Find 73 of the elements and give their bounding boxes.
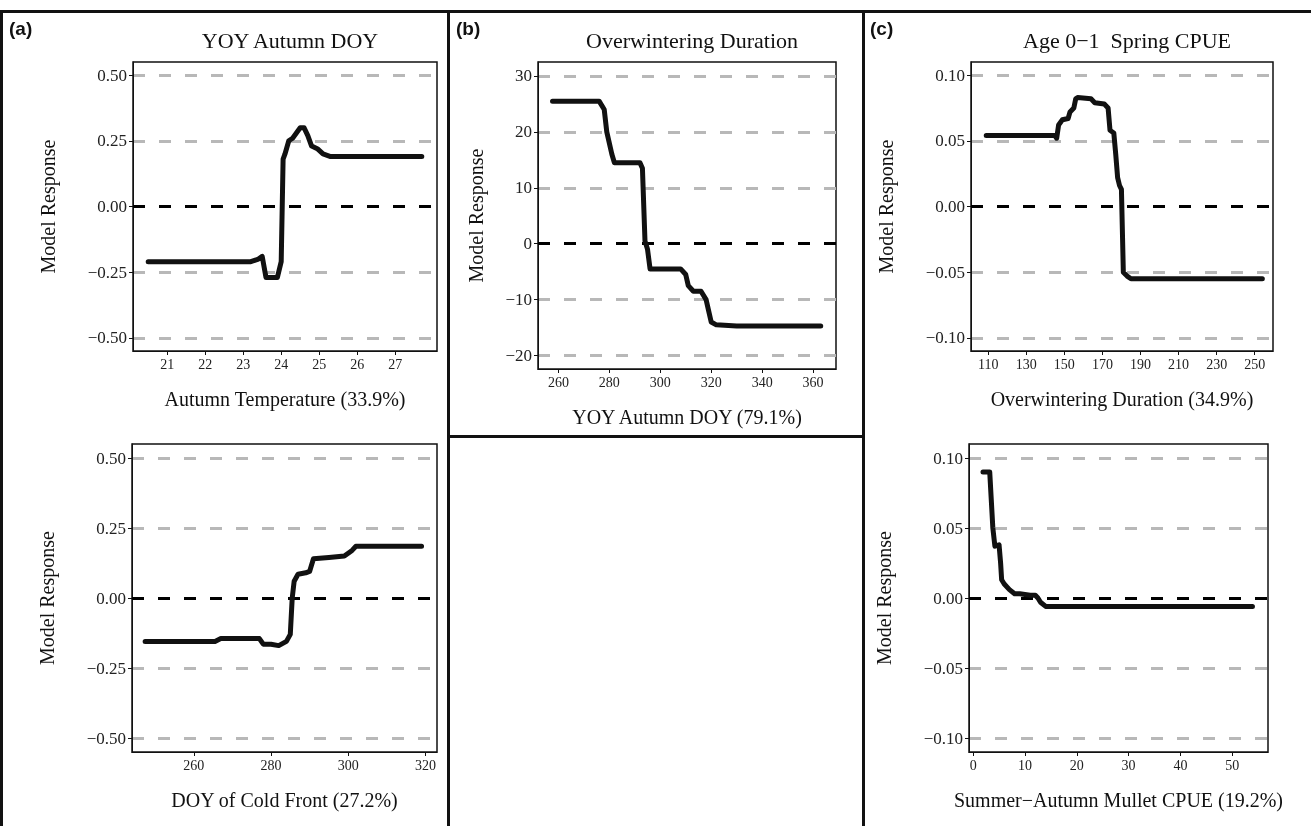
- x-axis-title: Overwintering Duration (34.9%): [990, 388, 1254, 411]
- y-tick-label: 0.00: [97, 197, 127, 216]
- y-tick-label: 0.00: [935, 197, 965, 216]
- y-tick-label: −0.10: [925, 328, 965, 348]
- x-tick-label: 280: [598, 374, 620, 390]
- y-tick-label: 0.50: [97, 65, 127, 85]
- x-tick-label: 10: [1017, 757, 1032, 773]
- x-tick-label: 210: [1168, 356, 1190, 372]
- y-tick-label: 0.10: [933, 448, 963, 468]
- x-tick-label: 27: [388, 356, 403, 372]
- x-tick-label: 280: [260, 757, 282, 773]
- x-tick-label: 170: [1091, 356, 1113, 372]
- y-tick-label: 20: [515, 122, 532, 142]
- y-tick-label: 0: [523, 234, 532, 254]
- x-axis-title: DOY of Cold Front (27.2%): [171, 789, 398, 812]
- text: (a): [9, 18, 33, 40]
- y-axis-title: Model Response: [36, 530, 59, 665]
- x-tick-label: 26: [350, 356, 365, 372]
- y-tick-label: 0.10: [935, 65, 965, 85]
- x-tick-label: 230: [1206, 356, 1228, 372]
- x-tick-label: 340: [751, 374, 773, 390]
- chart-title: Age 0−1 Spring CPUE: [1023, 27, 1231, 53]
- x-tick-label: 260: [547, 374, 569, 390]
- x-tick-label: 50: [1225, 757, 1240, 773]
- chart-title: Overwintering Duration: [586, 27, 798, 53]
- y-tick-label: 0.00: [933, 588, 963, 608]
- y-axis-title: Model Response: [873, 530, 896, 665]
- y-axis-title: Model Response: [465, 148, 488, 283]
- y-tick-label: 0.25: [97, 131, 127, 151]
- x-tick-label: 40: [1173, 757, 1188, 773]
- x-tick-label: 25: [312, 356, 327, 372]
- x-tick-label: 360: [802, 374, 824, 390]
- y-tick-label: −0.50: [87, 328, 127, 348]
- y-tick-label: 0.00: [96, 588, 126, 608]
- x-tick-label: 320: [700, 374, 722, 390]
- x-tick-label: 0: [969, 757, 977, 773]
- y-tick-label: −0.50: [86, 728, 126, 748]
- x-tick-label: 110: [977, 356, 999, 372]
- x-axis-title: YOY Autumn DOY (79.1%): [572, 406, 802, 429]
- x-tick-label: 250: [1244, 356, 1266, 372]
- y-tick-label: 30: [515, 66, 532, 86]
- y-tick-label: 0.05: [933, 518, 963, 538]
- y-tick-label: 0.25: [96, 518, 126, 538]
- y-tick-label: −10: [505, 290, 532, 310]
- x-tick-label: 150: [1053, 356, 1075, 372]
- x-tick-label: 300: [649, 374, 671, 390]
- text: (c): [870, 18, 894, 40]
- y-axis-title: Model Response: [37, 139, 60, 274]
- y-tick-label: −0.05: [925, 262, 965, 282]
- y-tick-label: −0.25: [86, 658, 126, 678]
- x-tick-label: 300: [337, 757, 359, 773]
- x-tick-label: 260: [183, 757, 205, 773]
- y-tick-label: −0.10: [923, 728, 963, 748]
- x-tick-label: 190: [1129, 356, 1151, 372]
- y-axis-title: Model Response: [875, 139, 898, 274]
- chart-title: YOY Autumn DOY: [201, 27, 379, 53]
- y-tick-label: 10: [515, 178, 532, 198]
- x-axis-title: Autumn Temperature (33.9%): [164, 388, 406, 411]
- x-tick-label: 30: [1121, 757, 1136, 773]
- y-tick-label: −20: [505, 346, 532, 366]
- y-tick-label: 0.05: [935, 131, 965, 151]
- x-tick-label: 23: [236, 356, 251, 372]
- x-axis-title: Summer−Autumn Mullet CPUE (19.2%): [953, 789, 1284, 812]
- y-tick-label: −0.25: [87, 262, 127, 282]
- x-tick-label: 21: [160, 356, 175, 372]
- y-tick-label: 0.50: [96, 448, 126, 468]
- x-tick-label: 130: [1015, 356, 1037, 372]
- x-tick-label: 22: [198, 356, 213, 372]
- x-tick-label: 320: [414, 757, 436, 773]
- y-tick-label: −0.05: [923, 658, 963, 678]
- text: (b): [456, 18, 481, 40]
- x-tick-label: 20: [1069, 757, 1084, 773]
- x-tick-label: 24: [274, 356, 289, 372]
